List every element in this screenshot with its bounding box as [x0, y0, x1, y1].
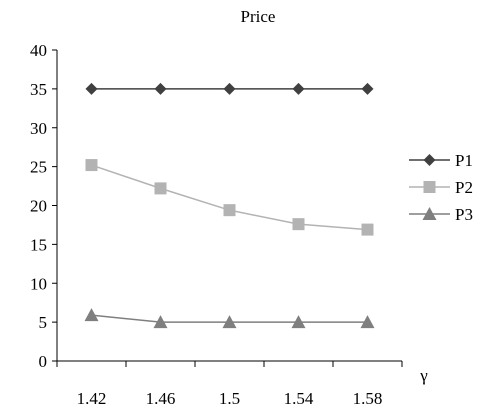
legend-p1: P1	[409, 151, 473, 170]
y-tick-label: 20	[30, 197, 47, 216]
y-tick-label: 35	[30, 80, 47, 99]
legend-p1-marker	[423, 154, 436, 166]
y-tick-label: 30	[30, 119, 47, 138]
legend-p2: P2	[409, 178, 473, 197]
series-p1	[85, 82, 374, 95]
series-p2-point	[292, 218, 305, 231]
legend-p1-label: P1	[455, 151, 473, 170]
x-tick-label: 1.5	[219, 389, 240, 408]
x-tick-label: 1.46	[146, 389, 176, 408]
series-p3-point	[360, 315, 375, 329]
y-tick-label: 5	[39, 313, 48, 332]
x-tick-label: 1.58	[353, 389, 383, 408]
x-tick-label: 1.54	[284, 389, 314, 408]
legend: P1 P2 P3	[409, 151, 473, 224]
axes: 0 5 10 15 20 25 30 35 40 1.42 1.46 1.5 1.54 1.58 γ	[30, 41, 428, 408]
series-p3-point	[222, 315, 237, 329]
y-tick-label: 25	[30, 158, 47, 177]
legend-p2-marker	[423, 181, 436, 193]
series-p1-point	[154, 82, 167, 95]
series-p3	[84, 308, 375, 329]
legend-p3-marker	[422, 207, 437, 220]
y-tick-label: 10	[30, 274, 47, 293]
series-p1-point	[361, 82, 374, 95]
series-p3-point	[291, 315, 306, 329]
series-p2-point	[361, 223, 374, 236]
series-p3-point	[153, 315, 168, 329]
series-p2-point	[85, 159, 98, 172]
x-tick-label: 1.42	[77, 389, 107, 408]
series-p1-point	[85, 82, 98, 95]
y-tick-label: 0	[39, 352, 48, 371]
series-layer	[84, 82, 375, 329]
x-axis-label: γ	[419, 366, 428, 385]
series-p2-line	[91, 164, 368, 231]
series-p2	[85, 159, 374, 236]
y-tick-label: 15	[30, 235, 47, 254]
y-tick-label: 40	[30, 41, 47, 60]
legend-p3: P3	[409, 205, 473, 224]
legend-p3-label: P3	[455, 205, 473, 224]
series-p1-point	[292, 82, 305, 95]
series-p1-point	[223, 82, 236, 95]
series-p2-point	[223, 204, 236, 217]
series-p3-point	[84, 308, 99, 322]
series-p2-point	[154, 182, 167, 195]
chart-title: Price	[241, 7, 276, 26]
legend-p2-label: P2	[455, 178, 473, 197]
